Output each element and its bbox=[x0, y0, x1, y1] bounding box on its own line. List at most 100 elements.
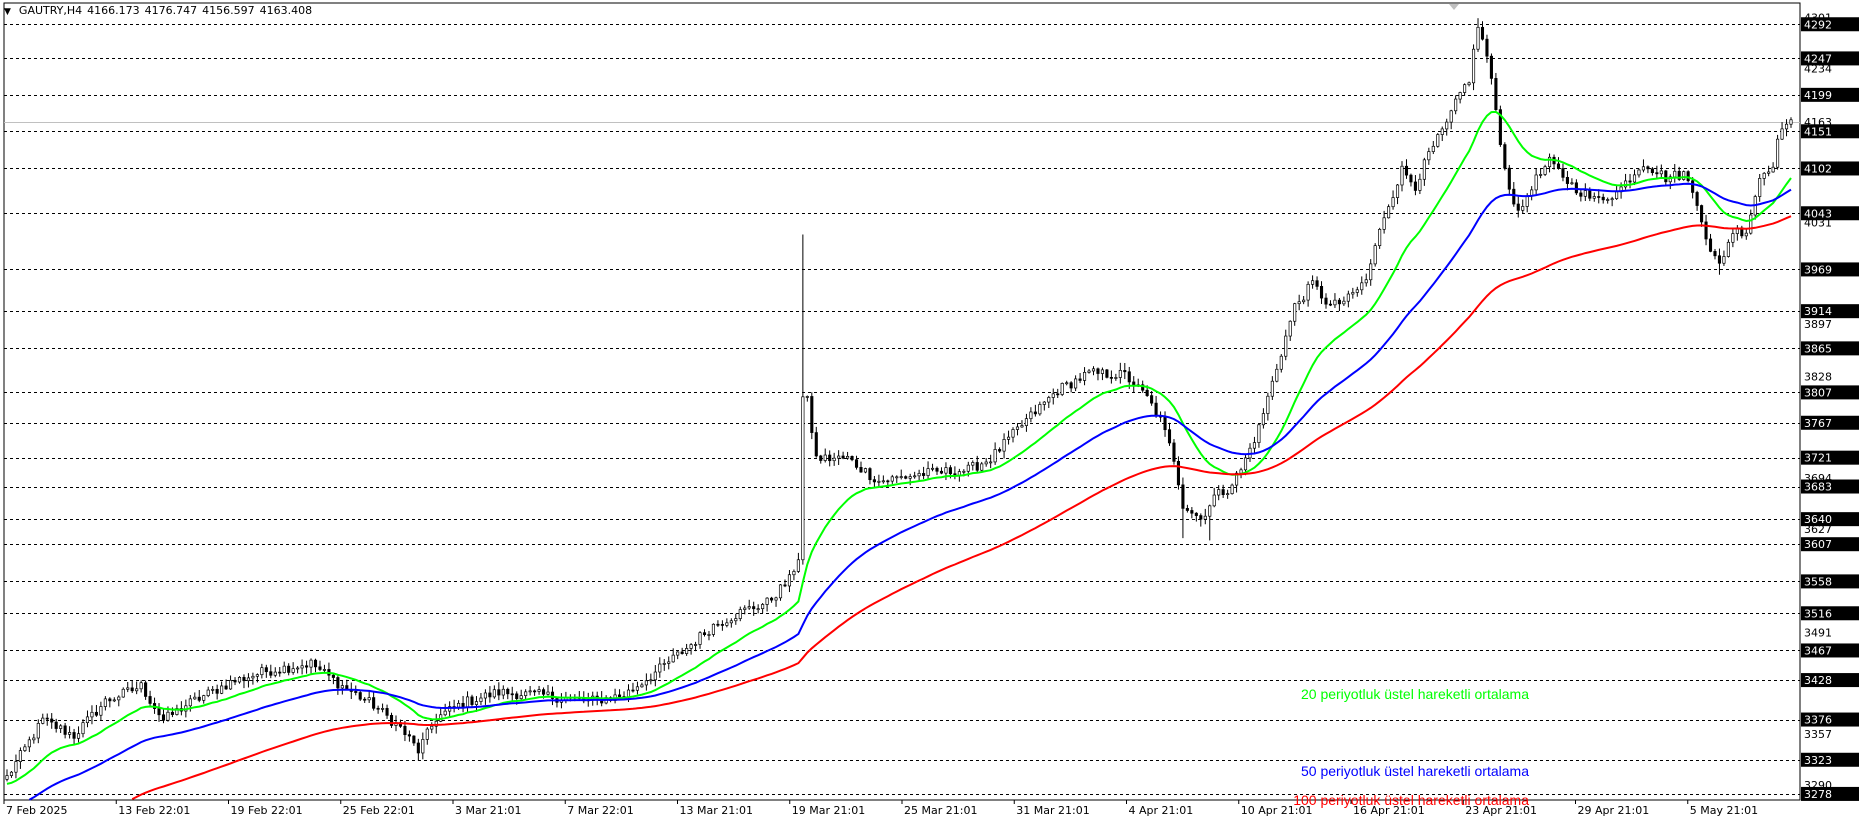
candle-body bbox=[1776, 138, 1780, 168]
price-label-box bbox=[1801, 262, 1859, 277]
price-label-box bbox=[1801, 51, 1859, 66]
candle-body bbox=[202, 695, 206, 701]
candle-body bbox=[1279, 355, 1283, 370]
price-label-box bbox=[1801, 574, 1859, 589]
candle-body bbox=[1060, 383, 1064, 395]
candle-body bbox=[640, 684, 644, 688]
candle-body bbox=[1176, 460, 1180, 486]
candle-body bbox=[1141, 384, 1145, 391]
candle-body bbox=[1252, 442, 1257, 449]
candle-body bbox=[358, 692, 362, 700]
price-label-box bbox=[1801, 87, 1859, 102]
candle-body bbox=[694, 644, 698, 646]
candle-body bbox=[1686, 171, 1690, 182]
candle-body bbox=[148, 696, 152, 704]
candle-body bbox=[1512, 188, 1516, 205]
candle-body bbox=[1181, 484, 1185, 509]
ema50-line bbox=[28, 182, 1792, 801]
time-axis-label: 7 Mar 22:01 bbox=[567, 804, 633, 816]
candle-body bbox=[412, 735, 416, 744]
candle-body bbox=[300, 665, 304, 669]
collapse-triangle-icon[interactable]: ▼ bbox=[4, 7, 11, 17]
candle-body bbox=[515, 693, 519, 699]
price-axis-label: 3865 bbox=[1804, 342, 1832, 355]
candle-body bbox=[59, 725, 63, 729]
candle-body bbox=[1172, 442, 1176, 462]
legend-ema50: 50 periyotluk üstel hareketli ortalama bbox=[1300, 763, 1529, 779]
candle-body bbox=[1717, 255, 1722, 264]
time-axis-label: 3 Mar 21:01 bbox=[455, 804, 521, 816]
candle-body bbox=[1306, 283, 1310, 301]
candle-body bbox=[1780, 128, 1784, 140]
candle-body bbox=[385, 708, 389, 716]
candle-body bbox=[685, 648, 689, 654]
time-axis-label: 19 Mar 21:01 bbox=[792, 804, 865, 816]
candle-body bbox=[309, 659, 313, 668]
candle-body bbox=[1418, 178, 1422, 191]
candle-body bbox=[1476, 26, 1480, 50]
candle-body bbox=[993, 449, 997, 463]
time-axis-label: 4 Apr 21:01 bbox=[1129, 804, 1194, 816]
candle-body bbox=[944, 467, 948, 474]
candle-body bbox=[774, 597, 778, 601]
price-axis-label: 3558 bbox=[1804, 575, 1832, 588]
candle-body bbox=[1574, 182, 1578, 194]
candle-body bbox=[1033, 411, 1037, 415]
candle-body bbox=[1485, 38, 1489, 57]
candle-body bbox=[1337, 299, 1341, 305]
candle-body bbox=[1454, 98, 1458, 112]
price-axis-label: 3627 bbox=[1804, 523, 1832, 536]
candle-body bbox=[1284, 335, 1288, 357]
price-axis-label: 3467 bbox=[1804, 644, 1832, 657]
candle-body bbox=[139, 682, 143, 690]
candle-body bbox=[770, 597, 774, 601]
price-label-box bbox=[1801, 712, 1859, 727]
candle-body bbox=[488, 692, 492, 698]
candle-body bbox=[935, 467, 939, 472]
candle-body bbox=[1355, 289, 1359, 293]
candle-body bbox=[1713, 251, 1717, 257]
candle-body bbox=[1212, 494, 1216, 507]
candle-body bbox=[5, 775, 9, 780]
candle-body bbox=[1297, 301, 1301, 305]
candle-body bbox=[376, 707, 380, 710]
candle-body bbox=[211, 688, 215, 691]
candle-body bbox=[1190, 510, 1194, 514]
candle-body bbox=[734, 618, 738, 622]
candle-body bbox=[868, 468, 872, 481]
price-label-box bbox=[1801, 606, 1859, 621]
price-axis-label: 3640 bbox=[1804, 513, 1832, 526]
candle-body bbox=[193, 696, 197, 700]
candle-body bbox=[899, 476, 903, 478]
candle-body bbox=[743, 607, 747, 610]
candle-body bbox=[1592, 196, 1596, 199]
candle-body bbox=[796, 559, 800, 572]
candle-body bbox=[354, 691, 358, 693]
candle-body bbox=[1543, 166, 1547, 175]
candle-body bbox=[90, 711, 94, 718]
candle-body bbox=[1302, 299, 1306, 303]
price-axis: 4301429242474234419941634151410240434031… bbox=[1801, 11, 1859, 801]
price-axis-label: 3357 bbox=[1804, 728, 1832, 741]
candle-body bbox=[1659, 170, 1663, 175]
candle-body bbox=[1677, 170, 1681, 180]
candle-body bbox=[81, 722, 85, 735]
price-axis-label: 3491 bbox=[1804, 626, 1832, 639]
candle-body bbox=[550, 691, 555, 699]
candle-body bbox=[846, 456, 850, 459]
candle-body bbox=[1601, 196, 1605, 201]
candle-body bbox=[483, 692, 487, 699]
candle-body bbox=[1762, 172, 1766, 179]
candle-body bbox=[1387, 206, 1391, 219]
price-axis-label: 4102 bbox=[1804, 162, 1832, 175]
candle-body bbox=[501, 688, 505, 696]
candle-body bbox=[1440, 128, 1444, 135]
candle-body bbox=[1243, 457, 1248, 471]
time-axis-label: 23 Apr 21:01 bbox=[1465, 804, 1537, 816]
price-axis-label: 4247 bbox=[1804, 52, 1832, 65]
candle-body bbox=[1507, 167, 1511, 190]
candle-body bbox=[783, 584, 787, 587]
candle-body bbox=[832, 457, 836, 462]
candle-body bbox=[1664, 170, 1668, 183]
